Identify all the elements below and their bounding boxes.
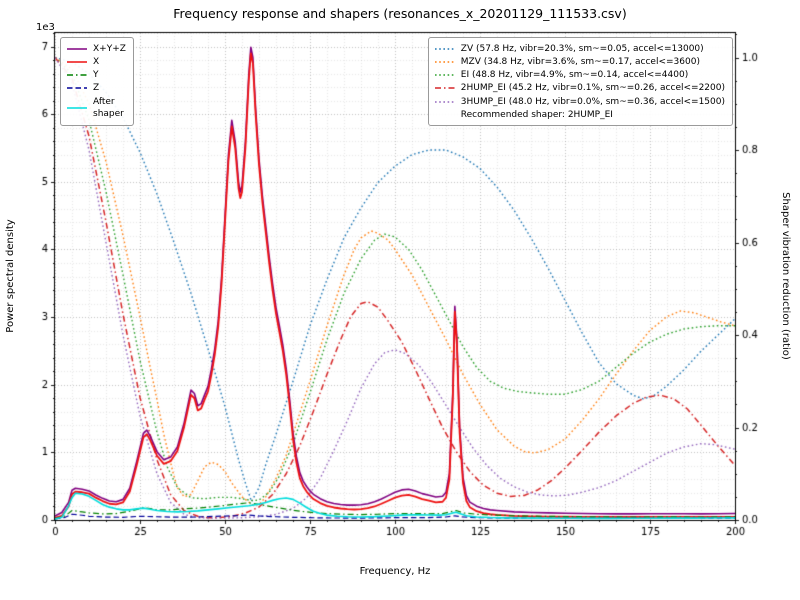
legend-line-swatch [67,48,87,50]
legend-line-swatch [434,74,455,77]
legend-item: MZV (34.8 Hz, vibr=3.6%, sm~=0.17, accel… [434,56,725,68]
legend-item: 3HUMP_EI (48.0 Hz, vibr=0.0%, sm~=0.36, … [434,96,725,108]
legend-line-swatch [434,48,455,50]
legend-footer-recommended-shaper: Recommended shaper: 2HUMP_EI [460,109,613,120]
legend-line-swatch [67,61,87,64]
legend-line-swatch [434,87,455,90]
legend-label: X [93,57,100,68]
y-axis-left-label: Power spectral density [5,219,16,333]
legend-item: Z [66,82,126,94]
chart-title: Frequency response and shapers (resonanc… [173,6,627,21]
legend-label: After shaper [93,96,124,119]
legend-line-swatch [434,100,455,103]
legend-label: 2HUMP_EI (45.2 Hz, vibr=0.1%, sm~=0.26, … [460,83,725,94]
legend-line-swatch [434,61,455,64]
legend-item: X [66,56,126,68]
legend-label: 3HUMP_EI (48.0 Hz, vibr=0.0%, sm~=0.36, … [460,96,725,107]
legend-item: After shaper [66,96,126,120]
legend-label: ZV (57.8 Hz, vibr=20.3%, sm~=0.05, accel… [460,44,704,54]
legend-label: Z [93,83,100,94]
legend-item: EI (48.8 Hz, vibr=4.9%, sm~=0.14, accel<… [434,69,725,81]
y-axis-right-label: Shaper vibration reduction (ratio) [780,192,791,360]
legend-line-swatch [67,74,87,77]
legend-item: Y [66,69,126,81]
legend-item: X+Y+Z [66,43,126,55]
legend-item: ZV (57.8 Hz, vibr=20.3%, sm~=0.05, accel… [434,43,725,55]
legend-label: Y [93,70,99,81]
legend-label: MZV (34.8 Hz, vibr=3.6%, sm~=0.17, accel… [460,57,700,68]
legend-psd: X+Y+Z X Y Z After shaper [60,37,134,126]
y-axis-offset-label: 1e3 [36,22,55,33]
legend-line-swatch [67,106,87,109]
legend-item: 2HUMP_EI (45.2 Hz, vibr=0.1%, sm~=0.26, … [434,82,725,94]
legend-shapers: ZV (57.8 Hz, vibr=20.3%, sm~=0.05, accel… [427,37,733,126]
x-axis-label: Frequency, Hz [359,566,431,577]
legend-label: X+Y+Z [93,44,126,54]
legend-line-swatch [67,87,87,90]
legend-label: EI (48.8 Hz, vibr=4.9%, sm~=0.14, accel<… [460,70,689,81]
